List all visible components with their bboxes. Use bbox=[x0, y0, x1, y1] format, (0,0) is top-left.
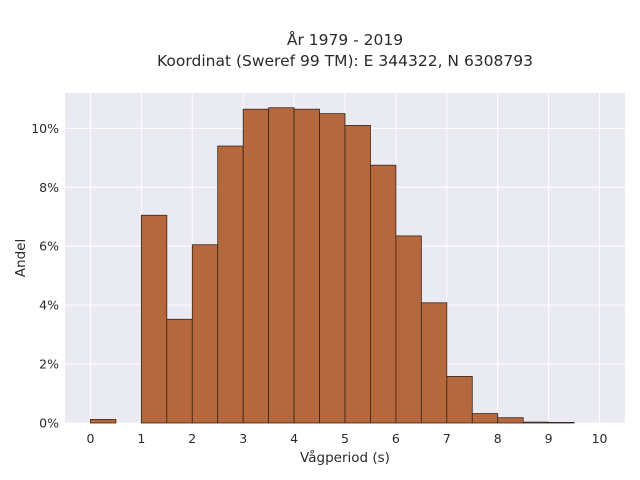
histogram-bar-12 bbox=[395, 235, 422, 424]
x-tick-label-2: 2 bbox=[188, 431, 196, 446]
histogram-bar-16 bbox=[497, 417, 524, 424]
x-tick-label-9: 9 bbox=[545, 431, 553, 446]
bars-layer bbox=[90, 107, 575, 424]
ticks-layer: 0 1 2 3 4 5 6 7 8 9 10 0% 2% 4% 6% 8% 10% bbox=[31, 121, 607, 446]
y-tick-label-3: 6% bbox=[39, 239, 59, 254]
histogram-bar-15 bbox=[471, 413, 499, 424]
histogram-bar-2 bbox=[140, 214, 168, 424]
y-tick-label-0: 0% bbox=[39, 416, 59, 431]
y-tick-label-1: 2% bbox=[39, 357, 59, 372]
histogram-bar-14 bbox=[446, 376, 473, 424]
histogram-bar-17 bbox=[522, 421, 550, 424]
histogram-bar-9 bbox=[319, 113, 346, 424]
x-tick-label-6: 6 bbox=[392, 431, 400, 446]
x-tick-label-4: 4 bbox=[290, 431, 298, 446]
histogram-bar-0 bbox=[90, 419, 117, 424]
histogram-bar-4 bbox=[191, 244, 219, 424]
histogram-bar-8 bbox=[293, 108, 320, 424]
x-tick-label-10: 10 bbox=[592, 431, 608, 446]
y-tick-label-2: 4% bbox=[39, 298, 59, 313]
chart-title-line1: År 1979 - 2019 bbox=[287, 30, 403, 49]
x-tick-label-3: 3 bbox=[239, 431, 247, 446]
histogram-bar-5 bbox=[217, 145, 244, 424]
x-tick-label-0: 0 bbox=[86, 431, 94, 446]
histogram-bar-6 bbox=[242, 108, 270, 424]
x-tick-label-5: 5 bbox=[341, 431, 349, 446]
x-tick-label-7: 7 bbox=[443, 431, 451, 446]
y-axis-label: Andel bbox=[13, 239, 29, 277]
histogram-bar-11 bbox=[370, 164, 397, 424]
chart-title-line2: Koordinat (Sweref 99 TM): E 344322, N 63… bbox=[157, 52, 533, 70]
x-tick-label-8: 8 bbox=[494, 431, 502, 446]
y-tick-label-4: 8% bbox=[39, 180, 59, 195]
x-axis-label: Vågperiod (s) bbox=[300, 449, 390, 466]
histogram-bar-10 bbox=[344, 125, 371, 424]
x-tick-label-1: 1 bbox=[137, 431, 145, 446]
y-tick-label-5: 10% bbox=[31, 121, 59, 136]
histogram-bar-13 bbox=[420, 302, 448, 424]
histogram-bar-18 bbox=[548, 422, 575, 424]
histogram-bar-3 bbox=[166, 318, 193, 424]
histogram-bar-7 bbox=[268, 107, 295, 424]
